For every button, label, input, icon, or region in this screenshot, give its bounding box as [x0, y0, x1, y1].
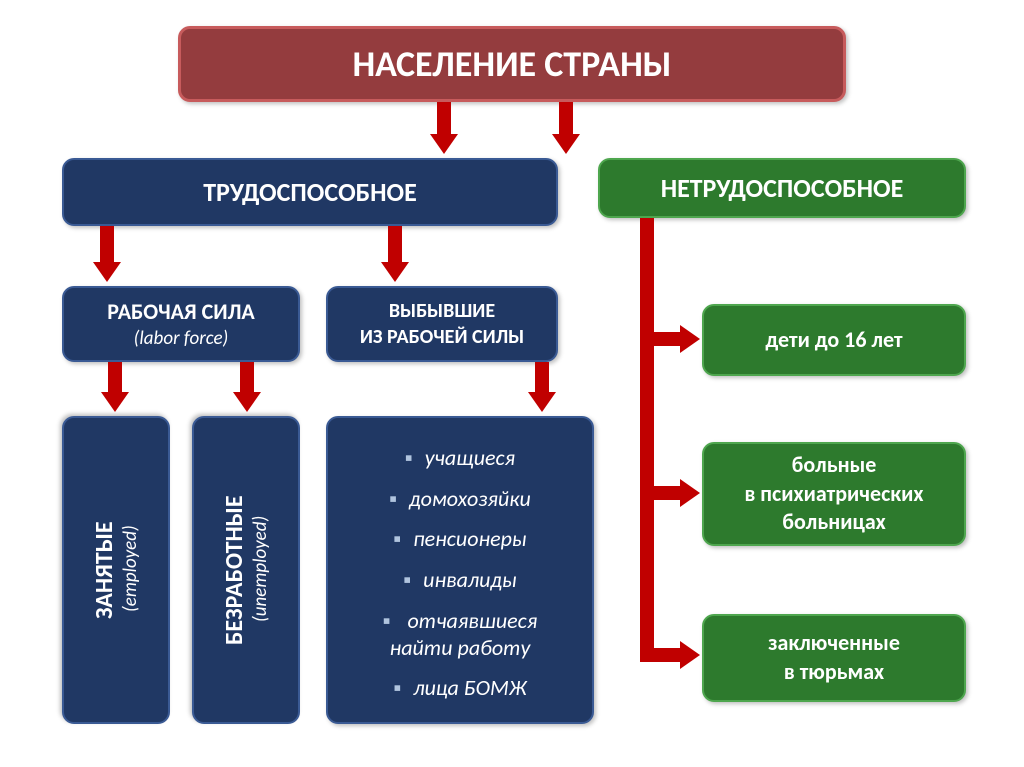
arrow: [640, 332, 682, 346]
title-text: НАСЕЛЕНИЕ СТРАНЫ: [352, 42, 671, 86]
arrow-head: [528, 392, 556, 412]
list-item: домохозяйки: [352, 479, 568, 520]
arrow-head: [680, 641, 700, 669]
unable-item-1-text: дети до 16 лет: [765, 326, 902, 355]
list-item: отчаявшиеся найти работу: [352, 601, 568, 668]
arrow: [100, 226, 114, 262]
able-box: ТРУДОСПОСОБНОЕ: [62, 158, 558, 226]
labor-force-box: РАБОЧАЯ СИЛА (labor force): [62, 286, 300, 362]
arrow-head: [552, 134, 580, 154]
list-item: учащиеся: [352, 438, 568, 479]
unable-item-2: больные в психиатрических больницах: [702, 442, 966, 546]
unable-item-2-l3: больницах: [782, 508, 885, 537]
unable-item-2-l2: в психиатрических: [744, 480, 923, 509]
arrow: [559, 102, 573, 134]
list-item: лица БОМЖ: [352, 668, 568, 709]
unable-item-2-l1: больные: [792, 451, 877, 480]
unable-item-1: дети до 16 лет: [702, 304, 966, 376]
arrow-head: [430, 134, 458, 154]
labor-force-sub: (labor force): [134, 327, 229, 350]
arrow-head: [381, 262, 409, 282]
unemployed-title: БЕЗРАБОТНЫЕ: [220, 495, 249, 645]
out-line2: ИЗ РАБОЧЕЙ СИЛЫ: [360, 324, 524, 350]
out-line1: ВЫБЫВШИЕ: [389, 298, 495, 324]
unemployed-box: БЕЗРАБОТНЫЕ (unemployed): [192, 416, 300, 724]
arrow: [437, 102, 451, 134]
unemployed-sub: (unemployed): [249, 516, 272, 622]
arrow: [535, 362, 549, 392]
arrow: [240, 362, 254, 392]
employed-sub: (employed): [119, 526, 142, 613]
arrow: [640, 486, 682, 500]
arrow-head: [233, 392, 261, 412]
arrow-head: [93, 262, 121, 282]
out-list-box: учащиеся домохозяйки пенсионеры инвалиды…: [326, 416, 594, 724]
title-box: НАСЕЛЕНИЕ СТРАНЫ: [178, 26, 846, 102]
out-list: учащиеся домохозяйки пенсионеры инвалиды…: [352, 438, 568, 708]
unable-item-3-l1: заключенные: [768, 629, 900, 658]
arrow-connector: [640, 218, 654, 654]
unable-box: НЕТРУДОСПОСОБНОЕ: [598, 158, 966, 218]
arrow: [388, 226, 402, 262]
labor-force-title: РАБОЧАЯ СИЛА: [107, 298, 255, 325]
unable-item-3-l2: в тюрьмах: [784, 658, 884, 687]
arrow-head: [680, 479, 700, 507]
arrow: [640, 648, 682, 662]
unable-item-3: заключенные в тюрьмах: [702, 614, 966, 702]
list-item: инвалиды: [352, 560, 568, 601]
list-item: пенсионеры: [352, 519, 568, 560]
arrow-head: [680, 325, 700, 353]
arrow-head: [101, 392, 129, 412]
arrow: [108, 362, 122, 392]
employed-box: ЗАНЯТЫЕ (employed): [62, 416, 170, 724]
able-label: ТРУДОСПОСОБНОЕ: [203, 176, 417, 208]
out-of-force-box: ВЫБЫВШИЕ ИЗ РАБОЧЕЙ СИЛЫ: [326, 286, 558, 362]
employed-title: ЗАНЯТЫЕ: [90, 521, 119, 619]
unable-label: НЕТРУДОСПОСОБНОЕ: [661, 172, 904, 204]
